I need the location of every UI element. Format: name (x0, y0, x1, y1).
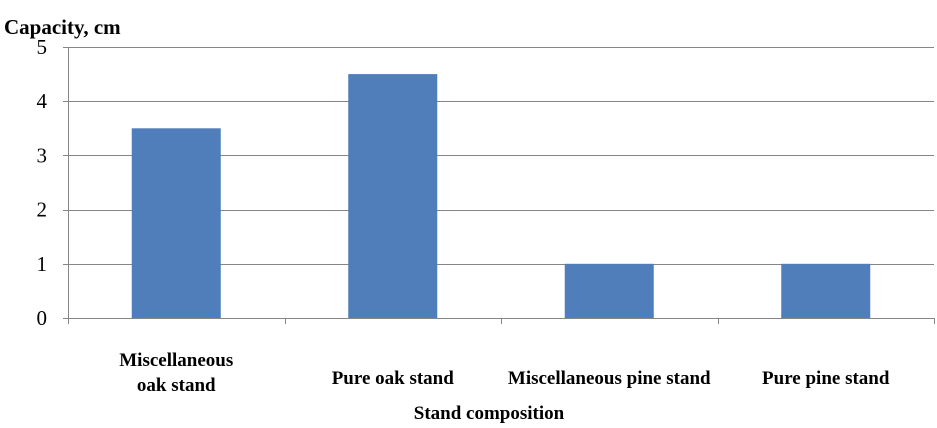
axes (63, 47, 935, 324)
category-label-3: Pure pine stand (762, 368, 890, 389)
bar-1 (348, 74, 438, 318)
category-label-0: Miscellaneous oak stand (119, 350, 233, 396)
y-tick-label-5: 5 (37, 35, 48, 59)
bar-3 (781, 263, 871, 318)
bars (131, 74, 871, 318)
y-tick-label-3: 3 (37, 143, 48, 167)
y-tick-labels: 0 1 2 3 4 5 (37, 35, 48, 330)
y-tick-label-1: 1 (37, 252, 48, 276)
bar-0 (131, 128, 221, 318)
y-tick-label-2: 2 (37, 198, 48, 222)
y-axis-label: Capacity, cm (4, 15, 121, 39)
y-tick-label-4: 4 (37, 89, 48, 113)
y-tick-label-0: 0 (37, 306, 48, 330)
x-axis-label: Stand composition (414, 403, 565, 424)
category-label-2: Miscellaneous pine stand (508, 368, 711, 389)
category-label-1: Pure oak stand (332, 368, 455, 389)
category-labels: Miscellaneous oak stand Pure oak stand Misc… (119, 350, 890, 396)
bar-2 (564, 263, 654, 318)
